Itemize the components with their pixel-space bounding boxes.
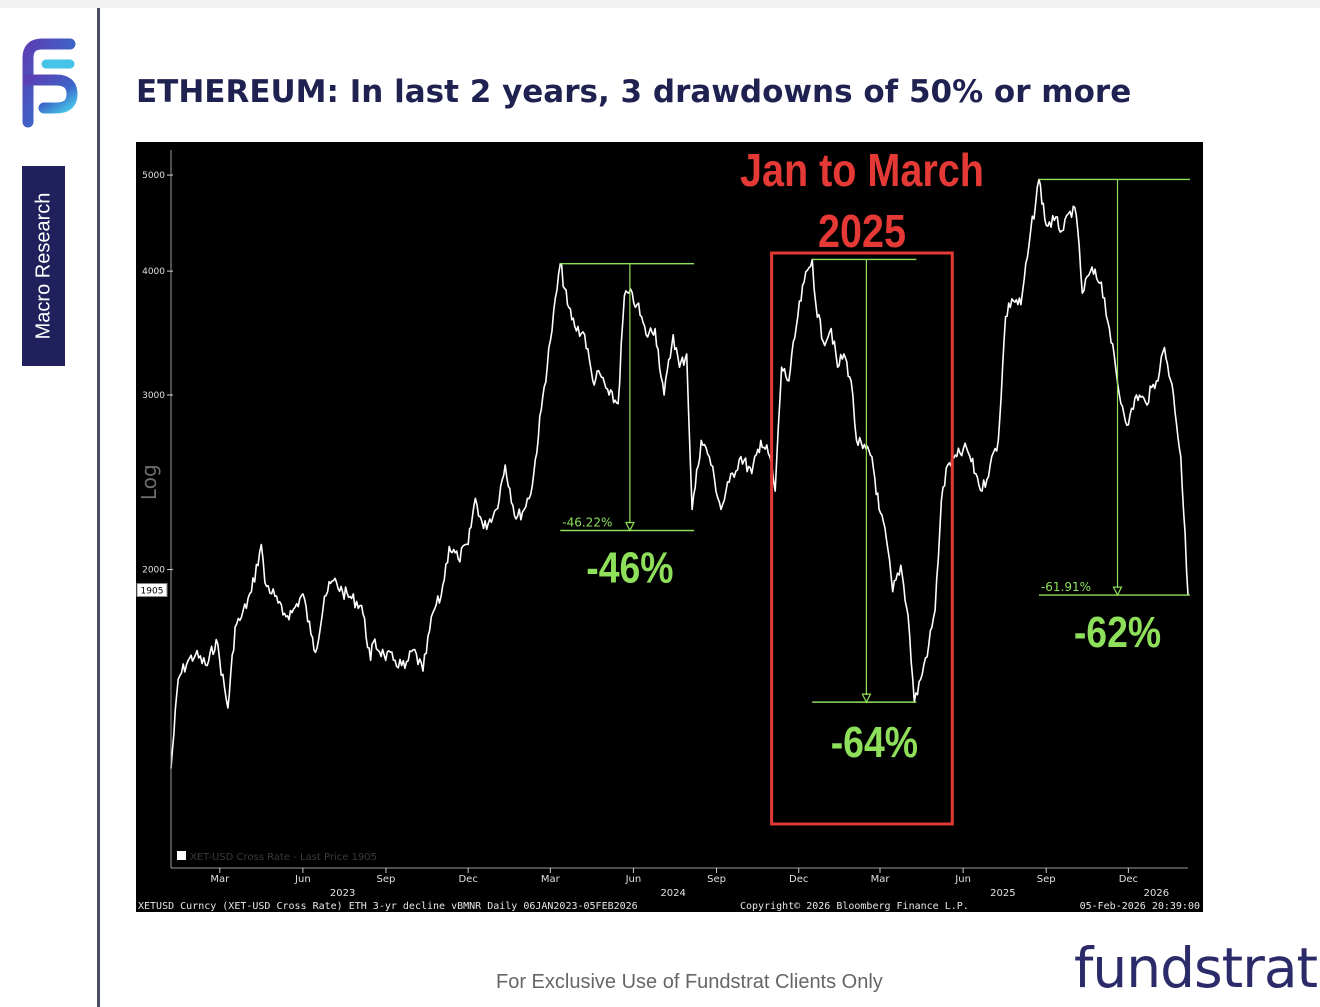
chart-footer-right: 05-Feb-2026 20:39:00: [1080, 901, 1200, 912]
x-tick-label: Dec: [789, 874, 808, 885]
footer-disclaimer: For Exclusive Use of Fundstrat Clients O…: [496, 971, 883, 993]
top-rule: [0, 0, 1320, 8]
x-year-label: 2023: [330, 888, 355, 899]
y-tick-label: 5000: [142, 171, 165, 181]
x-tick-label: Mar: [871, 874, 891, 885]
x-tick-label: Jun: [954, 874, 971, 885]
legend-label: XET-USD Cross Rate - Last Price 1905: [190, 852, 377, 863]
x-tick-label: Sep: [377, 874, 396, 885]
x-tick-label: Jun: [625, 874, 642, 885]
last-price-box: [136, 583, 168, 598]
drawdown-arrow-head: [1112, 586, 1123, 597]
legend-swatch: [177, 851, 186, 860]
chart-footer-center: Copyright© 2026 Bloomberg Finance L.P.: [740, 901, 969, 912]
x-tick-label: Sep: [707, 874, 726, 885]
y-tick-label: 4000: [142, 267, 165, 277]
section-tag: Macro Research: [22, 166, 65, 366]
x-tick-label: Dec: [1119, 874, 1138, 885]
drawdown-arrow-head: [624, 521, 635, 532]
drawdown-pct-label: -61.91%: [1041, 580, 1091, 594]
x-tick-label: Jun: [294, 874, 311, 885]
annotation-box: [770, 251, 954, 826]
x-tick-label: Mar: [210, 874, 230, 885]
y-axis-title: Log: [137, 464, 161, 500]
annotation-subtitle: 2025: [818, 206, 906, 257]
company-logo-icon: [22, 38, 78, 128]
chart-canvas: Jan to March 2025 -46.22% -46% -64% -61.91% -6…: [136, 145, 1200, 912]
annotation-title: Jan to March: [740, 145, 984, 196]
y-tick-label: 2000: [142, 566, 165, 576]
x-year-label: 2026: [1144, 888, 1169, 899]
chart-footer-left: XETUSD Curncy (XET-USD Cross Rate) ETH 3…: [138, 901, 638, 912]
x-year-label: 2024: [660, 888, 685, 899]
left-divider: [97, 8, 100, 1007]
drawdown-pct-label: -46.22%: [562, 516, 612, 530]
section-tag-label: Macro Research: [32, 192, 54, 340]
drawdown-big-label: -62%: [1074, 607, 1161, 657]
last-price-label: 1905: [141, 587, 164, 597]
price-chart: Jan to March 2025 -46.22% -46% -64% -61.91% -6…: [136, 142, 1203, 912]
drawdown-big-label: -46%: [586, 543, 673, 593]
drawdown-arrow-head: [861, 693, 872, 704]
slide-title: ETHEREUM: In last 2 years, 3 drawdowns o…: [136, 74, 1132, 110]
x-year-label: 2025: [990, 888, 1015, 899]
x-tick-label: Sep: [1037, 874, 1056, 885]
y-tick-label: 3000: [142, 391, 165, 401]
brand-wordmark: fundstrat: [1074, 936, 1318, 1000]
x-tick-label: Mar: [541, 874, 561, 885]
eth-price-line: [170, 178, 1189, 769]
x-tick-label: Dec: [458, 874, 477, 885]
drawdown-big-label: -64%: [831, 717, 918, 767]
